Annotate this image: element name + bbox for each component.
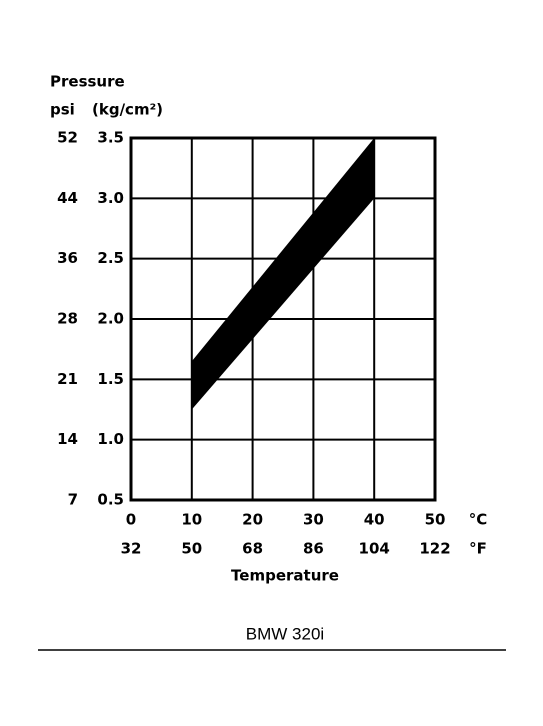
y-tick-label: 1.0 [97, 430, 124, 448]
psi-label: 7 [68, 491, 78, 509]
f-label: 104 [359, 540, 390, 558]
psi-label: 14 [57, 430, 78, 448]
y-title-psi: psi [50, 101, 75, 119]
psi-label: 21 [57, 370, 78, 388]
band [191, 138, 375, 410]
y-tick-label: 2.5 [97, 249, 124, 267]
x-title: Temperature [231, 567, 339, 585]
x-tick-label: 20 [242, 511, 263, 529]
x-tick-label: 30 [303, 511, 324, 529]
y-tick-label: 3.0 [97, 189, 124, 207]
psi-label: 52 [57, 129, 78, 147]
y-tick-label: 1.5 [97, 370, 124, 388]
f-label: 68 [242, 540, 263, 558]
x-unit-c: °C [469, 511, 488, 529]
x-tick-label: 40 [364, 511, 385, 529]
f-label: 86 [303, 540, 324, 558]
y-tick-label: 3.5 [97, 129, 124, 147]
f-label: 50 [181, 540, 202, 558]
plot-frame [129, 136, 437, 502]
f-label: 32 [121, 540, 142, 558]
y-tick-label: 2.0 [97, 310, 124, 328]
caption: BMW 320i [246, 624, 324, 643]
psi-label: 44 [57, 189, 78, 207]
x-tick-label: 50 [425, 511, 446, 529]
x-tick-label: 0 [126, 511, 136, 529]
f-label: 122 [419, 540, 450, 558]
y-tick-label: 0.5 [97, 491, 124, 509]
x-unit-f: °F [469, 540, 487, 558]
psi-label: 36 [57, 249, 78, 267]
y-title: Pressure [50, 73, 125, 91]
x-tick-label: 10 [181, 511, 202, 529]
y-title-kg: (kg/cm²) [92, 101, 163, 119]
psi-label: 28 [57, 310, 78, 328]
